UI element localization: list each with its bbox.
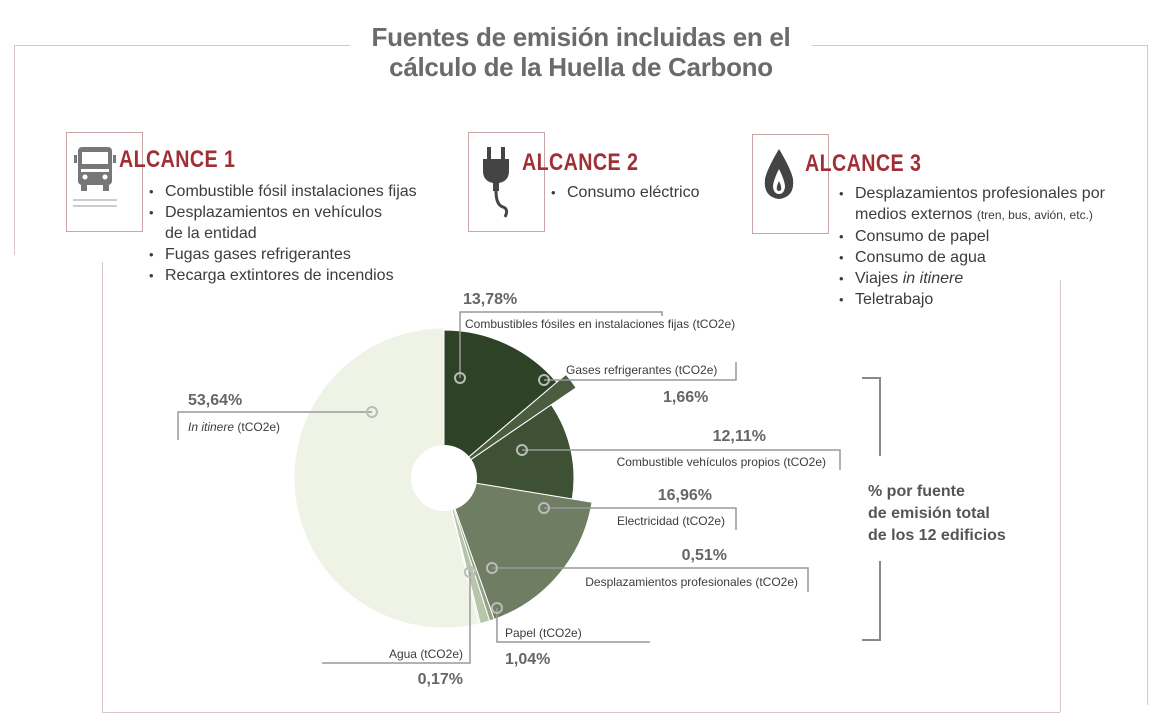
leader-line: [322, 572, 471, 664]
leader-line: [496, 608, 650, 643]
list-item-text: medios externos: [855, 206, 973, 223]
drop-flame-icon: [764, 149, 794, 199]
list-item: Teletrabajo: [837, 289, 1105, 310]
leader-line: [492, 567, 809, 592]
frame-left: [14, 45, 15, 255]
slice-percent-label: 12,11%: [713, 428, 766, 445]
leader-lines: [177, 311, 841, 664]
side-note-line-2: de emisión total: [868, 505, 990, 522]
title-line-2: cálculo de la Huella de Carbono: [389, 52, 773, 82]
side-note-line-3: de los 12 edificios: [868, 527, 1006, 544]
list-item-italic: in itinere: [902, 270, 964, 287]
slice-category-label: Agua (tCO2e): [389, 647, 463, 661]
list-item: Viajes in itinere: [837, 268, 1105, 289]
slice-category-label: Desplazamientos profesionales (tCO2e): [585, 575, 798, 589]
scope-2-list: Consumo eléctrico: [549, 182, 700, 203]
leader-line: [544, 362, 737, 381]
leader-dot: [486, 562, 498, 574]
slice-percent-label: 1,04%: [505, 651, 550, 668]
slice-category-label: Electricidad (tCO2e): [617, 514, 725, 528]
list-item: Fugas gases refrigerantes: [147, 244, 417, 265]
scope-2-icon-box: [468, 132, 545, 232]
scope-3-heading: ALCANCE 3: [805, 150, 922, 177]
leader-dot: [538, 502, 550, 514]
pie-slice: [443, 373, 577, 479]
list-item: Desplazamientos en vehículos: [147, 202, 417, 223]
slice-percent-label: 13,78%: [463, 291, 517, 308]
pie-slice: [293, 327, 480, 629]
list-item: Consumo de papel: [837, 226, 1105, 247]
list-item: de la entidad: [165, 225, 257, 242]
list-item: Combustible fósil instalaciones fijas: [147, 181, 417, 202]
list-item: Recarga extintores de incendios: [147, 265, 417, 286]
bracket-icon: [862, 377, 881, 641]
leader-line: [459, 311, 663, 378]
leader-dot: [366, 406, 378, 418]
leader-dot: [491, 602, 503, 614]
leader-line: [522, 449, 841, 470]
slice-category-label: Papel (tCO2e): [505, 626, 582, 640]
slice-percent-label: 1,66%: [663, 389, 708, 406]
slice-percent-label: 0,17%: [418, 671, 463, 688]
slice-category-label: Combustibles fósiles en instalaciones fi…: [465, 317, 735, 331]
frame-right: [1147, 45, 1148, 705]
leader-dot: [516, 444, 528, 456]
leader-dot: [538, 374, 550, 386]
title-line-1: Fuentes de emisión incluidas en el: [371, 22, 791, 52]
pie-slice: [443, 329, 558, 480]
slice-percent-label: 53,64%: [188, 392, 242, 409]
list-item-note: (tren, bus, avión, etc.): [976, 208, 1093, 222]
frame-top-left: [14, 45, 350, 46]
list-item-text: Viajes: [855, 270, 903, 287]
frame-inner-left: [102, 262, 103, 712]
scope-3-list: Desplazamientos profesionales por medios…: [837, 183, 1105, 310]
list-item: Desplazamientos profesionales por: [837, 183, 1105, 204]
page-title: Fuentes de emisión incluidas en el cálcu…: [350, 22, 812, 82]
scope-1-list: Combustible fósil instalaciones fijas De…: [147, 181, 417, 286]
frame-bottom: [102, 712, 1060, 713]
plug-icon: [483, 147, 509, 218]
slice-percent-label: 0,51%: [682, 547, 727, 564]
leader-line: [544, 507, 737, 530]
scope-2-heading: ALCANCE 2: [522, 149, 639, 176]
chart-side-note: % por fuente de emisión total de los 12 …: [868, 481, 1028, 547]
pie-slice: [443, 477, 593, 620]
list-item: Consumo eléctrico: [549, 182, 700, 203]
frame-inner-right: [1060, 280, 1061, 712]
list-item: medios externos (tren, bus, avión, etc.): [837, 204, 1105, 226]
scope-3-icon-box: [752, 134, 829, 234]
slice-category-label: Gases refrigerantes (tCO2e): [566, 363, 717, 377]
list-item: Consumo de agua: [837, 247, 1105, 268]
pie-labels: 13,78% Combustibles fósiles en instalacio…: [188, 291, 826, 688]
side-note-line-1: % por fuente: [868, 483, 965, 500]
frame-top-right: [812, 45, 1148, 46]
scope-1-icon-box: [66, 132, 143, 232]
leader-dot: [464, 566, 476, 578]
leader-dot: [454, 372, 466, 384]
truck-icon: [73, 147, 117, 207]
pie-slices: [293, 327, 593, 629]
slice-category-label: In itinere (tCO2e): [188, 420, 280, 434]
slice-category-label: Combustible vehículos propios (tCO2e): [617, 455, 826, 469]
slice-percent-label: 16,96%: [658, 487, 712, 504]
leader-line: [177, 411, 372, 440]
pie-center-hole: [411, 445, 477, 511]
scope-1-heading: ALCANCE 1: [119, 146, 236, 173]
